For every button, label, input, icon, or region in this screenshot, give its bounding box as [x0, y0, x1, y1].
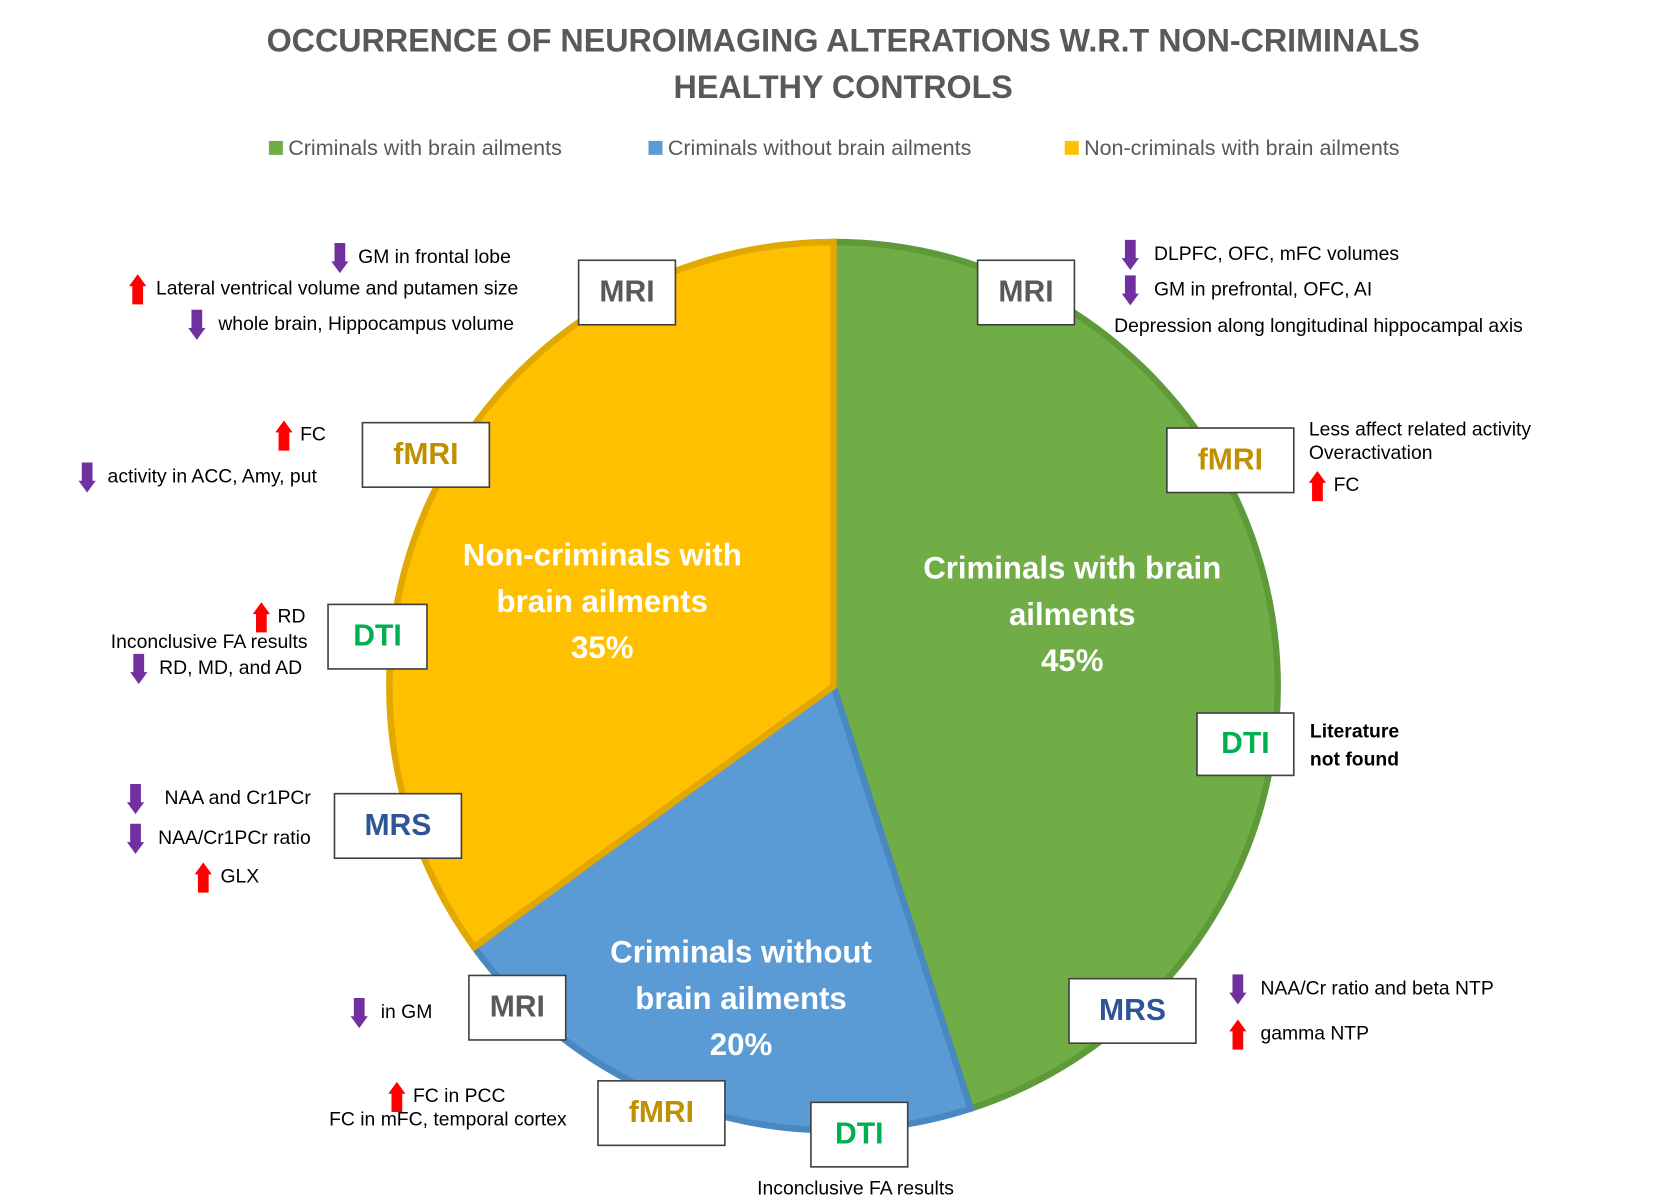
arrow-down	[1121, 275, 1139, 306]
modality-label: MRI	[599, 276, 654, 309]
arrow-up	[1229, 1019, 1247, 1050]
slice-label-box: Non-criminals with brain ailments 35%	[430, 527, 774, 678]
modality-label: MRS	[1099, 994, 1166, 1027]
note-text: FC in PCC	[413, 1085, 505, 1107]
note-text: FC	[1334, 474, 1360, 496]
slice-percent: 35%	[571, 630, 634, 666]
arrow-down	[126, 823, 145, 854]
arrow-up	[194, 862, 212, 893]
modality-label: MRI	[998, 276, 1053, 309]
modality-box	[468, 974, 567, 1041]
note-text: GM in frontal lobe	[358, 246, 511, 268]
modality-label: fMRI	[629, 1096, 694, 1129]
legend-label: Criminals without brain ailments	[668, 136, 972, 160]
legend-label: Criminals with brain ailments	[288, 136, 562, 160]
note-text: not found	[1310, 748, 1399, 770]
note-text: Inconclusive FA results	[111, 631, 308, 653]
arrow-down	[331, 243, 349, 274]
note-text: Inconclusive FA results	[757, 1178, 954, 1200]
arrow-down	[350, 998, 368, 1029]
note-text: NAA and Cr1PCr	[165, 787, 312, 809]
modality-box	[597, 1080, 726, 1147]
arrow-down	[1229, 974, 1247, 1005]
arrow-up	[129, 274, 147, 305]
slice-label: Criminals without brain ailments 20%	[585, 924, 897, 1075]
modality-box	[577, 259, 677, 326]
note-text: whole brain, Hippocampus volume	[217, 313, 514, 335]
legend-label: Non-criminals with brain ailments	[1084, 136, 1399, 160]
arrow-down	[188, 309, 206, 340]
slice-percent: 20%	[709, 1027, 773, 1063]
arrow-up	[1308, 471, 1327, 502]
arrow-down	[130, 653, 148, 684]
note-text: activity in ACC, Amy, put	[108, 466, 318, 488]
chart-title: HEALTHY CONTROLS	[674, 69, 1013, 105]
slice-label: Non-criminals with brain ailments 35%	[430, 527, 774, 678]
modality-label: fMRI	[393, 438, 458, 471]
slice-label-box: Criminals with brain ailments 45%	[900, 540, 1244, 691]
modality-box	[327, 603, 428, 670]
arrow-up	[252, 602, 270, 633]
slice-label: Criminals with brain ailments 45%	[900, 540, 1244, 691]
modality-label: DTI	[1221, 727, 1270, 760]
arrow-up	[388, 1081, 406, 1113]
note-text: DLPFC, OFC, mFC volumes	[1154, 243, 1399, 265]
modality-box	[333, 792, 463, 860]
modality-box	[1166, 427, 1295, 494]
arrow-down	[126, 784, 145, 815]
note-text: RD, MD, and AD	[159, 657, 302, 679]
note-text: GLX	[220, 866, 259, 888]
note-text: RD	[277, 605, 305, 627]
note-text: FC	[300, 424, 326, 446]
legend-swatch	[268, 140, 283, 155]
slice-category: Non-criminals with brain ailments	[462, 538, 742, 619]
modality-box	[1068, 977, 1197, 1044]
note-text: Depression along longitudinal hippocampa…	[1114, 315, 1523, 337]
note-text: Literature	[1310, 720, 1399, 742]
note-text: NAA/Cr ratio and beta NTP	[1260, 978, 1493, 1000]
modality-label: MRI	[490, 991, 545, 1024]
modality-label: MRS	[364, 809, 431, 842]
arrow-down	[1121, 239, 1139, 270]
note-text: GM in prefrontal, OFC, AI	[1154, 278, 1372, 300]
modality-label: DTI	[835, 1118, 884, 1151]
note-text: NAA/Cr1PCr ratio	[158, 827, 311, 849]
modality-label: DTI	[353, 620, 402, 653]
slice-category: Criminals with brain ailments	[923, 551, 1222, 632]
slice-percent: 45%	[1041, 643, 1104, 679]
note-text: Less affect related activity	[1309, 418, 1532, 440]
chart-title: OCCURRENCE OF NEUROIMAGING ALTERATIONS W…	[267, 23, 1420, 59]
modality-box	[810, 1101, 909, 1168]
modality-box	[976, 259, 1076, 326]
note-text: in GM	[381, 1001, 433, 1023]
modality-box	[361, 421, 491, 488]
legend-swatch	[648, 140, 663, 155]
slice-label-box: Criminals without brain ailments 20%	[585, 924, 897, 1075]
modality-box	[1196, 712, 1295, 777]
legend-swatch	[1064, 140, 1079, 155]
slice-category: Criminals without brain ailments	[610, 935, 872, 1016]
note-text: FC in mFC, temporal cortex	[329, 1109, 567, 1131]
arrow-up	[275, 420, 293, 451]
note-text: Lateral ventrical volume and putamen siz…	[156, 277, 518, 299]
modality-label: fMRI	[1198, 443, 1263, 476]
note-text: Overactivation	[1309, 442, 1433, 464]
arrow-down	[78, 462, 96, 493]
note-text: gamma NTP	[1260, 1023, 1369, 1045]
